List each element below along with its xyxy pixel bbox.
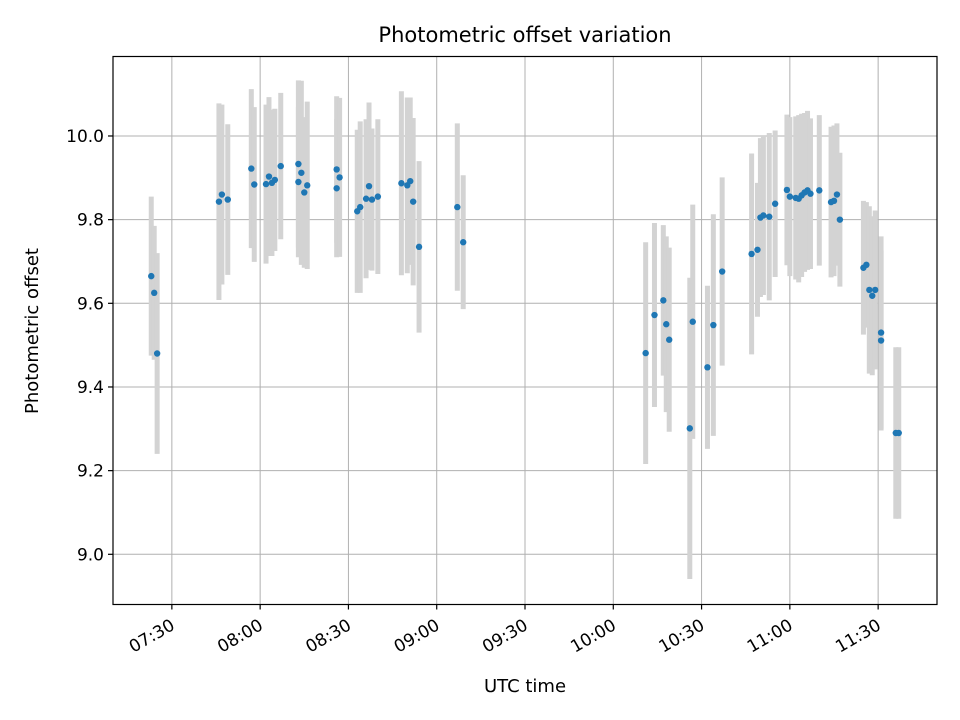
data-point <box>262 180 270 188</box>
data-point <box>651 311 658 319</box>
data-point <box>151 289 158 297</box>
data-point <box>710 321 717 329</box>
data-point <box>754 246 761 253</box>
data-point <box>783 186 791 194</box>
data-point <box>362 195 370 202</box>
data-point <box>218 191 226 198</box>
data-point <box>863 261 870 269</box>
data-point <box>869 292 876 299</box>
data-point <box>786 193 794 200</box>
data-point <box>766 213 773 220</box>
data-point <box>295 178 302 186</box>
data-point <box>365 182 373 190</box>
y-axis-label: Photometric offset <box>22 248 43 414</box>
data-point <box>666 336 673 343</box>
data-point <box>153 350 161 357</box>
data-point <box>301 189 308 196</box>
data-point <box>265 173 273 180</box>
data-point <box>748 250 755 258</box>
data-point <box>816 187 823 194</box>
y-tick-label: 9.6 <box>77 294 104 314</box>
data-point <box>215 198 223 205</box>
data-point <box>807 190 814 197</box>
data-point <box>407 177 414 185</box>
data-point <box>415 243 423 251</box>
data-point <box>277 162 284 170</box>
y-axis-ticks: 9.0 9.2 9.4 9.6 9.8 10.0 <box>66 127 113 565</box>
data-points <box>148 160 902 437</box>
data-point <box>224 196 231 203</box>
data-point <box>689 318 696 325</box>
data-point <box>895 429 902 437</box>
x-axis-label: UTC time <box>484 676 566 697</box>
data-point <box>866 286 873 294</box>
data-point <box>295 160 302 168</box>
data-point <box>686 425 693 432</box>
data-point <box>248 165 255 172</box>
data-point <box>663 321 670 328</box>
data-point <box>398 180 405 187</box>
data-point <box>304 182 311 189</box>
data-point <box>877 337 885 344</box>
data-point <box>760 212 767 219</box>
data-point <box>718 268 726 275</box>
data-point <box>830 197 838 205</box>
data-point <box>642 349 649 357</box>
data-point <box>298 169 305 176</box>
data-point <box>771 200 779 207</box>
y-tick-label: 9.8 <box>77 211 104 231</box>
y-tick-label: 10.0 <box>66 127 104 147</box>
data-point <box>336 174 343 181</box>
data-point <box>333 166 340 173</box>
data-point <box>660 297 667 304</box>
data-point <box>454 203 461 211</box>
y-tick-label: 9.2 <box>77 462 104 482</box>
chart-title: Photometric offset variation <box>378 23 671 47</box>
data-point <box>872 286 879 294</box>
data-point <box>409 198 417 205</box>
data-point <box>251 181 258 188</box>
y-tick-label: 9.0 <box>77 545 104 565</box>
data-point <box>357 203 364 211</box>
data-point <box>833 191 841 198</box>
data-point <box>374 193 382 200</box>
y-tick-label: 9.4 <box>77 378 104 398</box>
data-point <box>368 196 376 203</box>
data-point <box>271 176 279 184</box>
data-point <box>877 329 885 336</box>
data-point <box>460 239 467 246</box>
data-point <box>333 185 340 192</box>
data-point <box>148 272 155 280</box>
data-point <box>836 216 844 223</box>
data-point <box>704 364 711 371</box>
